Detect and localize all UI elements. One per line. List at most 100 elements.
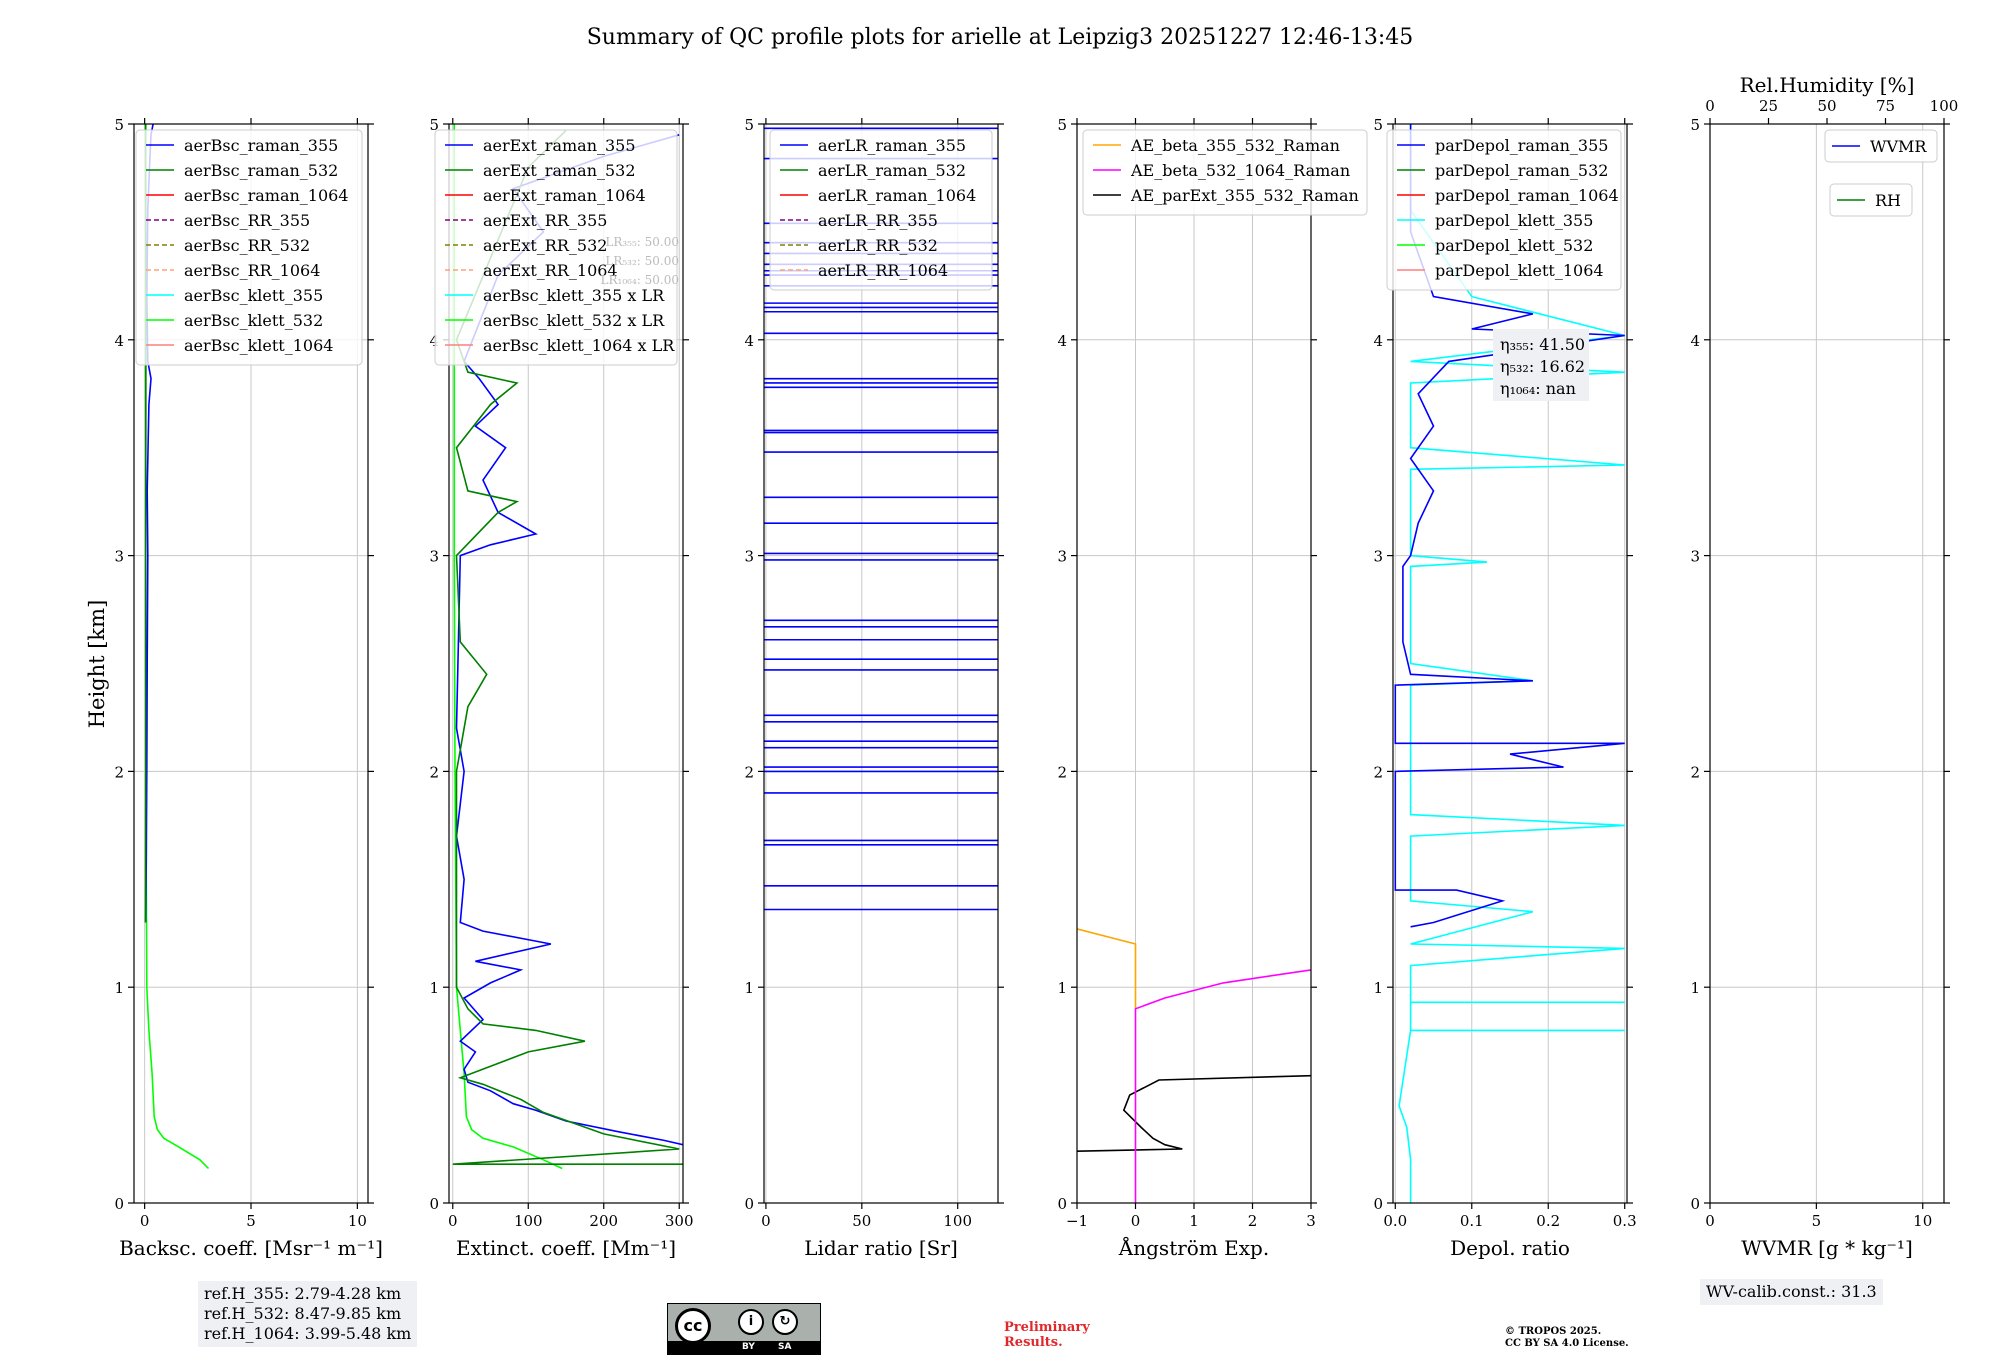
y-tick-label: 2	[1057, 763, 1067, 781]
legend-label: parDepol_raman_532	[1435, 161, 1608, 180]
x-tick-label: 0.2	[1536, 1212, 1560, 1230]
x-tick-label: 0	[448, 1212, 458, 1230]
x-tick-label: −1	[1066, 1212, 1088, 1230]
legend-rh: RH	[1829, 183, 1913, 217]
preliminary-results-note: Preliminary Results.	[1004, 1320, 1090, 1350]
legend-label: aerBsc_raman_532	[184, 161, 338, 180]
y-tick-label: 4	[744, 332, 754, 350]
y-tick-label: 0	[1057, 1195, 1067, 1213]
y-tick-label: 0	[1690, 1195, 1700, 1213]
legend-label: aerBsc_raman_355	[184, 136, 338, 155]
legend: aerLR_raman_355 aerLR_raman_532 aerLR_rama…	[769, 129, 993, 291]
x-tick-label: 10	[1913, 1212, 1932, 1230]
panel-2: 0 1 2 3 4 5 0 100 200 300 Extinct. coeff. [Mm⁻¹] ae…	[429, 116, 693, 1260]
series-aerExt_raman_532	[452, 129, 683, 1165]
legend-label: aerBsc_RR_1064	[184, 261, 320, 280]
legend-label: aerExt_raman_532	[483, 161, 636, 180]
y-tick-label: 5	[1373, 116, 1383, 134]
legend-label: aerBsc_klett_532	[184, 311, 323, 330]
legend: aerExt_raman_355 aerExt_raman_532 aerExt_r…	[434, 129, 678, 366]
y-tick-label: 3	[1690, 548, 1700, 566]
y-tick-label: 2	[1690, 763, 1700, 781]
x-tick-label: 0.1	[1460, 1212, 1484, 1230]
cc-by-sa-license-badge: cc i ↻ BY SA	[667, 1303, 821, 1355]
x-tick-label: 0	[1131, 1212, 1141, 1230]
eta-note: η₁₀₆₄: nan	[1500, 379, 1576, 398]
cc-logo-icon: cc	[675, 1308, 711, 1344]
legend: AE_beta_355_532_Raman AE_beta_532_1064_Ra…	[1082, 129, 1368, 216]
x-axis-label: Depol. ratio	[1450, 1236, 1570, 1260]
legend-label: aerBsc_klett_532 x LR	[483, 311, 665, 330]
legend: parDepol_raman_355 parDepol_raman_532 parD…	[1386, 129, 1622, 291]
legend-label: aerExt_RR_355	[483, 211, 607, 230]
legend-label: aerExt_RR_532	[483, 236, 607, 255]
sa-label: SA	[778, 1342, 792, 1352]
top-tick-label: 50	[1817, 97, 1836, 115]
eta-box	[1493, 329, 1589, 401]
y-tick-label: 1	[744, 979, 754, 997]
legend-label: parDepol_raman_355	[1435, 136, 1608, 155]
x-tick-label: 0	[761, 1212, 771, 1230]
y-tick-label: 4	[1690, 332, 1700, 350]
y-tick-label: 2	[744, 763, 754, 781]
x-tick-label: 5	[246, 1212, 256, 1230]
y-tick-label: 4	[429, 332, 439, 350]
lidar-ratio-note: LR₃₅₅: 50.00	[605, 235, 679, 249]
panel-1: 0 1 2 3 4 5 0 5 10 Backsc. coeff. [Msr⁻¹ m⁻¹] aerB…	[114, 116, 382, 1260]
y-tick-label: 4	[1373, 332, 1383, 350]
x-tick-label: 100	[514, 1212, 543, 1230]
y-tick-label: 5	[114, 116, 124, 134]
legend-box	[1824, 129, 1938, 163]
legend-label: aerBsc_klett_1064	[184, 336, 333, 355]
data-layer	[1077, 928, 1311, 1203]
top-tick-label: 75	[1876, 97, 1895, 115]
panel-5: 0 1 2 3 4 5 0.0 0.1 0.2 0.3 Depol. ratio parDepol_r…	[1373, 116, 1636, 1260]
series-aerBsc_klett_532 x LR	[453, 124, 563, 1170]
legend-label: RH	[1875, 191, 1901, 210]
legend-label: aerLR_RR_532	[818, 236, 938, 255]
y-tick-label: 3	[744, 548, 754, 566]
y-tick-label: 5	[1690, 116, 1700, 134]
reference-heights-box: ref.H_355: 2.79-4.28 km ref.H_532: 8.47-…	[198, 1281, 418, 1347]
legend-label: aerLR_raman_532	[818, 161, 966, 180]
y-tick-label: 1	[1057, 979, 1067, 997]
lidar-ratio-note: LR₁₀₆₄: 50.00	[601, 273, 679, 287]
y-tick-label: 4	[114, 332, 124, 350]
axes-frame	[1709, 123, 1945, 1204]
y-tick-label: 1	[1690, 979, 1700, 997]
series-AE_beta_355_532_Raman	[1077, 928, 1137, 1009]
legend-label: aerBsc_RR_355	[184, 211, 310, 230]
ref-height-1064: ref.H_1064: 3.99-5.48 km	[204, 1324, 412, 1343]
axes-frame	[763, 123, 999, 1204]
legend-label: parDepol_klett_532	[1435, 236, 1593, 255]
legend-label: aerBsc_klett_355	[184, 286, 323, 305]
legend-label: AE_parExt_355_532_Raman	[1130, 186, 1359, 205]
x-tick-label: 1	[1189, 1212, 1199, 1230]
legend-label: aerLR_RR_355	[818, 211, 938, 230]
top-axis-label: Rel.Humidity [%]	[1740, 73, 1915, 97]
x-tick-label: 300	[665, 1212, 694, 1230]
x-tick-label: 0.0	[1383, 1212, 1407, 1230]
y-tick-label: 0	[1373, 1195, 1383, 1213]
top-tick-label: 25	[1759, 97, 1778, 115]
share-alike-icon: ↻	[772, 1309, 798, 1335]
legend-box	[769, 129, 993, 291]
x-axis-label: WVMR [g * kg⁻¹]	[1741, 1236, 1913, 1260]
figure-title: Summary of QC profile plots for arielle …	[587, 25, 1414, 50]
ref-height-532: ref.H_532: 8.47-9.85 km	[204, 1304, 402, 1323]
legend-box	[1829, 183, 1913, 217]
eta-note: η₅₃₂: 16.62	[1500, 357, 1585, 376]
x-axis-label: Ångström Exp.	[1118, 1235, 1269, 1260]
x-axis-label: Extinct. coeff. [Mm⁻¹]	[456, 1236, 676, 1260]
y-tick-label: 0	[429, 1195, 439, 1213]
legend-label: AE_beta_355_532_Raman	[1130, 136, 1340, 155]
x-tick-label: 50	[852, 1212, 871, 1230]
x-tick-label: 3	[1306, 1212, 1316, 1230]
legend-label: aerLR_raman_355	[818, 136, 966, 155]
series-AE_beta_532_1064_Raman	[1134, 969, 1311, 1203]
x-tick-label: 0	[1705, 1212, 1715, 1230]
y-axis-label: Height [km]	[85, 600, 109, 729]
y-tick-label: 2	[429, 763, 439, 781]
y-tick-label: 0	[114, 1195, 124, 1213]
